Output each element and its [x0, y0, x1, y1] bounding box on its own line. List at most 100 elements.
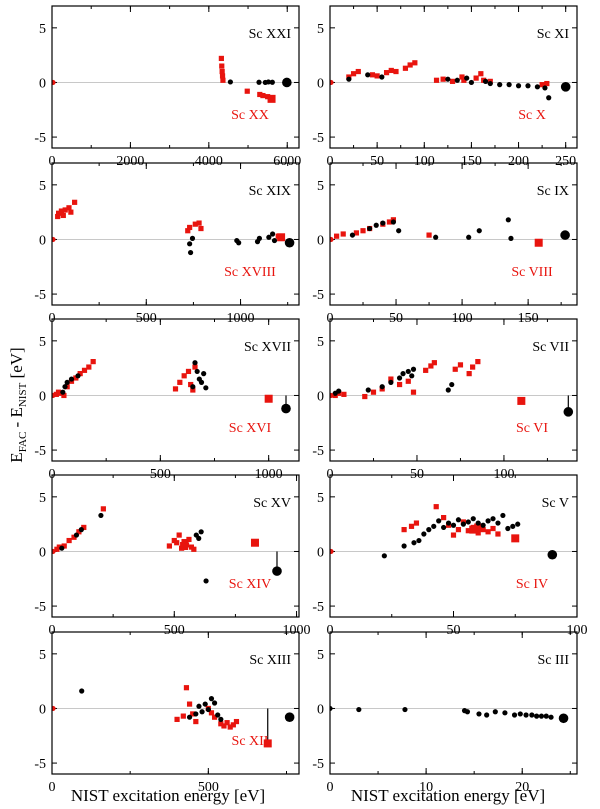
black-point — [515, 83, 522, 89]
y-tick-label: -5 — [34, 444, 46, 459]
red-point — [90, 359, 96, 365]
panel-frame — [51, 5, 300, 149]
red-point — [383, 70, 390, 76]
black-point — [508, 235, 514, 241]
red-point — [233, 718, 240, 725]
black-point — [470, 516, 476, 522]
red-point-large — [511, 534, 520, 543]
black-point-large — [547, 549, 558, 560]
black-point — [330, 705, 333, 712]
x-axis-label-left: NIST excitation energy [eV] — [71, 786, 265, 805]
ion-label-red: Sc XII — [232, 734, 269, 749]
black-point — [409, 373, 415, 379]
red-point — [61, 543, 67, 549]
red-point — [185, 228, 191, 234]
red-point-large — [277, 233, 286, 242]
black-point — [396, 375, 403, 381]
black-point — [515, 521, 521, 527]
black-point — [59, 545, 65, 551]
y-axis-label-unit: [eV] — [7, 347, 26, 382]
red-point — [393, 68, 399, 75]
black-point — [445, 76, 451, 82]
black-point — [464, 709, 471, 715]
black-point — [543, 713, 549, 719]
y-tick-label: -5 — [34, 757, 46, 772]
red-point — [466, 371, 472, 377]
black-point — [186, 714, 193, 720]
red-point — [208, 710, 215, 716]
y-tick-label: 0 — [39, 389, 46, 404]
black-point — [198, 529, 204, 535]
red-point — [450, 532, 457, 538]
black-point — [476, 228, 482, 234]
red-point — [176, 532, 182, 538]
y-tick-label: 5 — [317, 491, 324, 506]
black-point — [525, 83, 531, 89]
black-point — [510, 523, 516, 529]
red-point — [55, 210, 62, 216]
red-point — [405, 378, 411, 384]
red-point — [386, 219, 393, 225]
y-tick-label: 5 — [317, 648, 324, 663]
black-point — [211, 700, 218, 706]
red-point-large — [264, 394, 273, 403]
y-tick-label: 5 — [317, 335, 324, 350]
black-point — [433, 234, 439, 240]
red-point — [73, 375, 79, 381]
black-point — [270, 231, 276, 237]
black-point — [466, 234, 472, 240]
black-point — [402, 706, 408, 713]
black-point — [380, 220, 386, 226]
black-point — [388, 379, 394, 385]
ion-label-black: Sc V — [542, 496, 569, 511]
black-point — [465, 519, 471, 525]
ion-label-red: Sc IV — [516, 577, 548, 592]
black-point — [482, 78, 489, 84]
black-point — [506, 82, 512, 88]
red-point — [76, 529, 82, 535]
black-point — [373, 222, 379, 228]
y-tick-label: -5 — [312, 288, 324, 303]
black-point — [60, 389, 66, 395]
ion-label-black: Sc XI — [537, 27, 570, 42]
x-tick-label: 0 — [327, 780, 334, 795]
black-point-large — [560, 230, 570, 240]
black-point — [484, 712, 490, 718]
red-point — [461, 77, 467, 83]
red-point — [66, 537, 72, 544]
red-point — [413, 520, 420, 526]
red-point — [219, 68, 225, 75]
red-point — [449, 78, 456, 84]
y-axis-label: EFAC - ENIST [eV] — [7, 347, 29, 462]
red-point — [475, 359, 481, 365]
black-point — [203, 578, 209, 584]
red-point — [260, 92, 266, 99]
red-point — [218, 55, 224, 62]
red-point — [220, 77, 226, 83]
red-point — [224, 720, 230, 726]
black-point — [490, 516, 496, 522]
red-point — [174, 540, 180, 546]
black-point — [460, 521, 466, 527]
black-point — [356, 706, 362, 713]
black-point — [62, 384, 68, 390]
red-point — [230, 722, 236, 728]
black-point — [256, 235, 263, 241]
ion-label-black: Sc XV — [253, 496, 291, 511]
black-point — [502, 710, 508, 716]
black-point — [266, 234, 272, 240]
black-point-large — [284, 712, 295, 722]
x-tick-label: 250 — [555, 154, 576, 169]
black-point — [64, 379, 70, 385]
ion-label-red: Sc X — [518, 108, 546, 123]
red-point — [196, 220, 202, 226]
red-point — [441, 515, 447, 521]
black-point — [199, 709, 205, 715]
red-point — [485, 529, 491, 535]
y-tick-label: 5 — [39, 22, 46, 37]
x-tick-label: 0 — [327, 623, 334, 638]
